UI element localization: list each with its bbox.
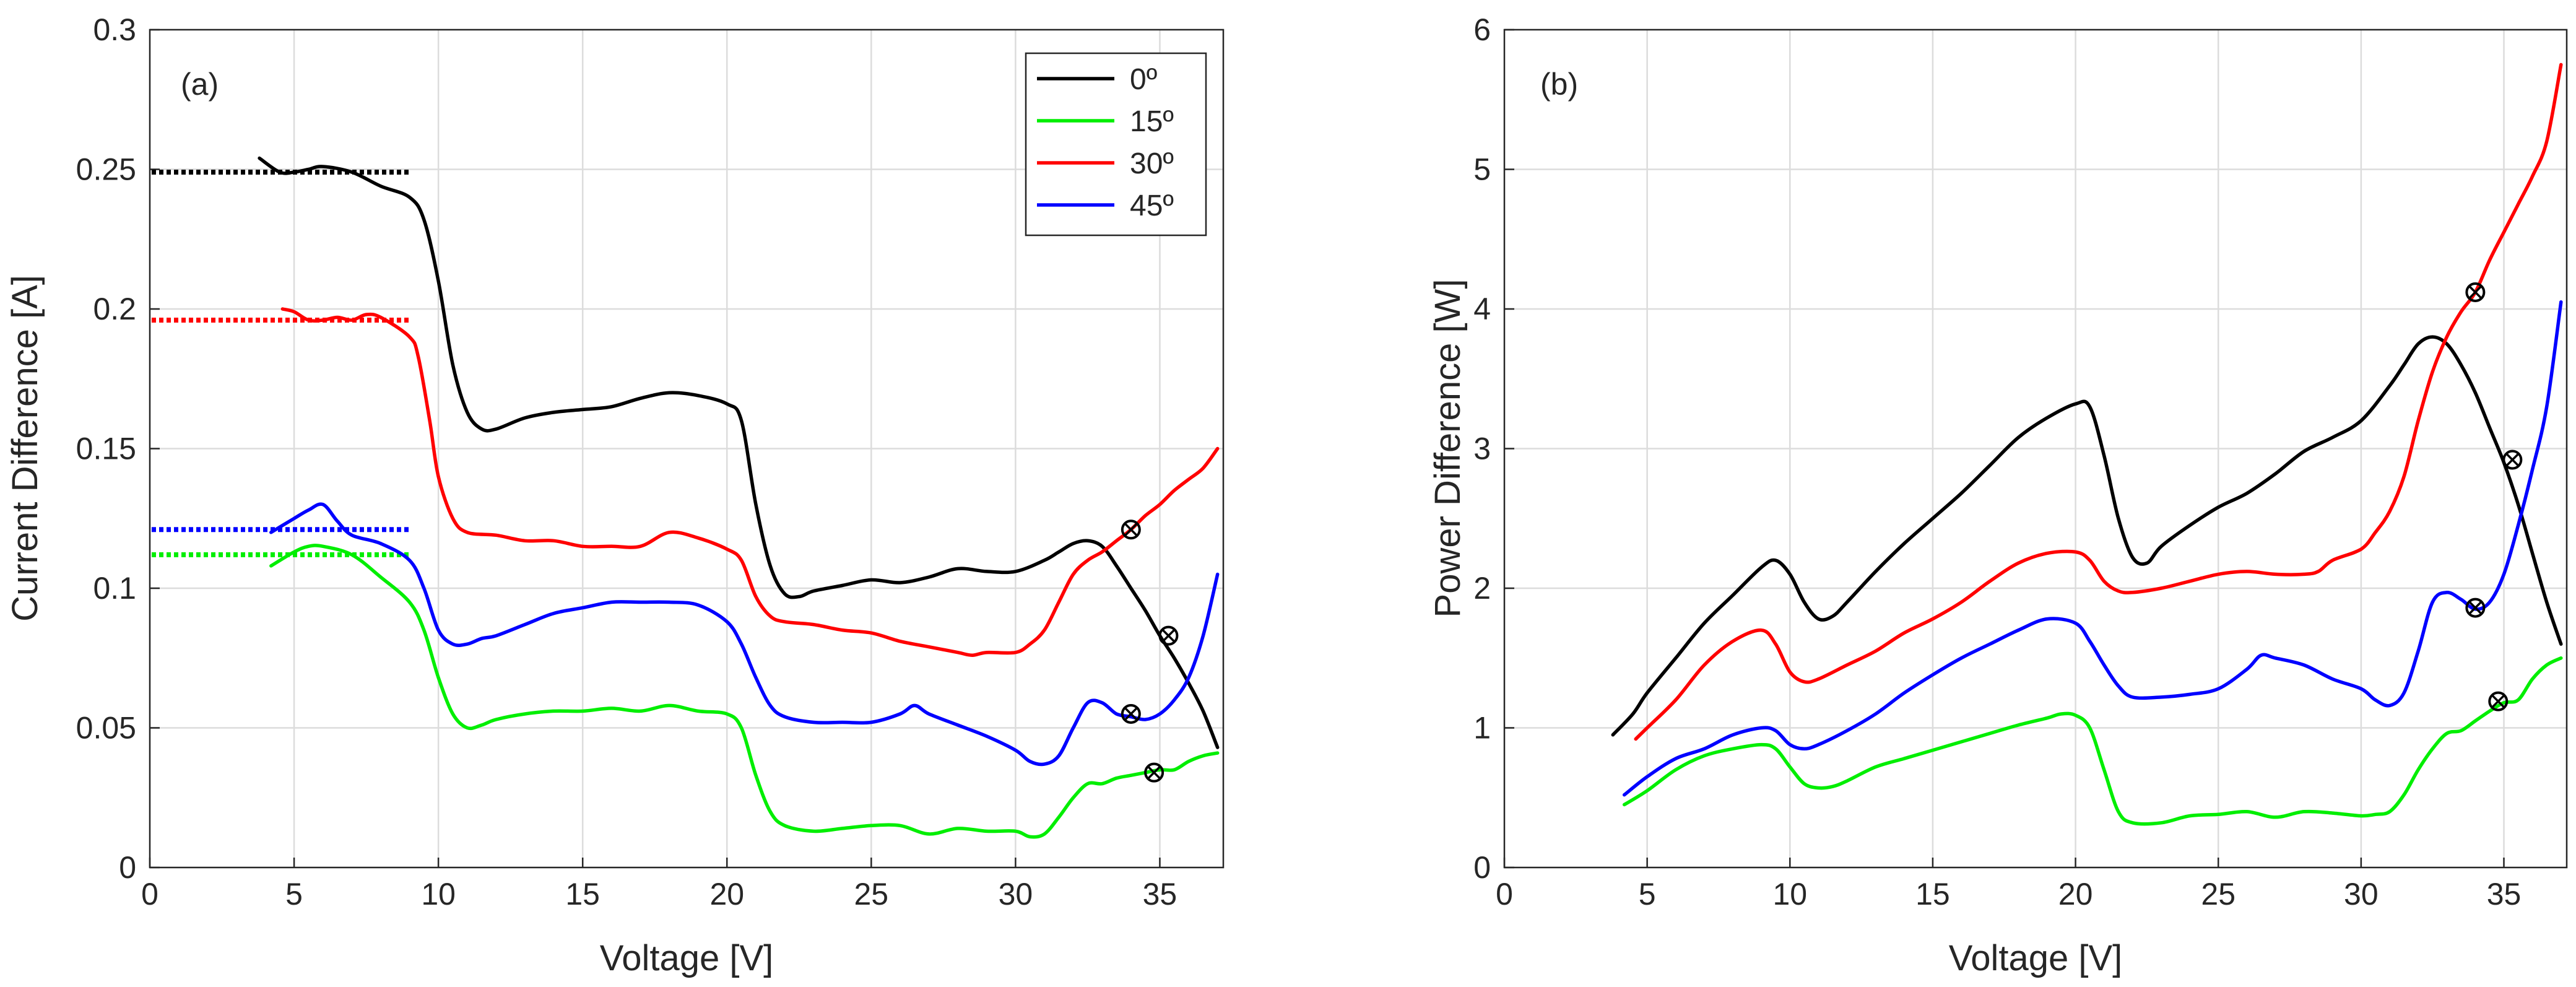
panel-b-marker-0: [2465, 282, 2486, 302]
panel-a-ytick-label-2: 0.1: [93, 571, 136, 606]
panel-a-markers: [1121, 520, 1179, 783]
legend-label-2: 30º: [1130, 147, 1174, 180]
panel-b-series-3: [1622, 300, 2563, 797]
panel-b-ytick-label-1: 1: [1473, 711, 1491, 746]
legend: 0º 15º 30º 45º: [1025, 52, 1207, 237]
panel-b-marker-cross-b-3: [2491, 694, 2505, 708]
panel-b-y-axis-label: Power Difference [W]: [1428, 279, 1468, 618]
panel-a-marker-cross-b-2: [1124, 707, 1138, 721]
panel-b-xtick-label-5: 25: [2201, 877, 2236, 911]
panel-a-current-difference: 0 5 10 15 20 25 30 35 0 0.05 0.1 0.15 0.2 0.25 0.3 (a)…: [5, 12, 1225, 978]
panel-b-ytick-label-6: 6: [1473, 12, 1491, 47]
panel-b-ytick-label-4: 4: [1473, 292, 1491, 326]
panel-a-series-0: [258, 156, 1220, 749]
panel-a-label: (a): [181, 67, 219, 102]
panel-a-ytick-label-5: 0.25: [76, 152, 136, 187]
panel-a-xtick-label-3: 15: [565, 877, 600, 911]
panel-b-marker-circle-2: [2465, 598, 2486, 618]
panel-b-xtick-label-3: 15: [1915, 877, 1950, 911]
panel-a-marker-2: [1121, 703, 1141, 724]
panel-a-series-3: [269, 502, 1220, 767]
panel-a-marker-circle-0: [1121, 520, 1141, 540]
panel-b-power-difference: 0 5 10 15 20 25 30 35 0 1 2 3 4 5 6 (b) Voltage [V] Po…: [1428, 12, 2568, 978]
panel-a-xtick-label-5: 25: [854, 877, 889, 911]
panel-a-marker-cross-b-1: [1161, 628, 1176, 643]
panel-b-xtick-label-6: 30: [2344, 877, 2379, 911]
panel-b-markers: [2465, 282, 2523, 711]
panel-b-xtick-label-2: 10: [1772, 877, 1807, 911]
panel-a-ytick-label-0: 0: [119, 850, 136, 885]
panel-a-series-1: [269, 544, 1220, 839]
panel-b-ticks: 0 5 10 15 20 25 30 35 0 1 2 3 4 5 6: [1473, 12, 2521, 911]
panel-b-marker-3: [2488, 691, 2509, 711]
panel-b-marker-circle-1: [2502, 450, 2523, 470]
panel-b-marker-1: [2502, 450, 2523, 470]
panel-a-marker-cross-b-3: [1147, 765, 1161, 780]
panel-b-xtick-label-1: 5: [1639, 877, 1656, 911]
panel-a-grid: [150, 30, 1223, 867]
panel-b-ytick-label-2: 2: [1473, 571, 1491, 606]
panel-b-xtick-label-0: 0: [1496, 877, 1513, 911]
panel-b-ytick-label-3: 3: [1473, 432, 1491, 466]
panel-b-xtick-label-4: 20: [2058, 877, 2093, 911]
panel-b-ytick-label-0: 0: [1473, 850, 1491, 885]
panel-a-series-2: [280, 307, 1220, 657]
panel-a-ytick-label-3: 0.15: [76, 432, 136, 466]
panel-a-marker-3: [1144, 762, 1164, 783]
panel-b-x-axis-label: Voltage [V]: [1949, 938, 2123, 978]
panel-a-xtick-label-0: 0: [141, 877, 158, 911]
panel-a-marker-circle-3: [1144, 762, 1164, 783]
panel-a-xtick-label-4: 20: [709, 877, 744, 911]
panel-a-x-axis-label: Voltage [V]: [600, 938, 774, 978]
panel-a-series: [258, 156, 1220, 839]
panel-b-grid: [1504, 30, 2567, 867]
panel-b-marker-circle-0: [2465, 282, 2486, 302]
legend-label-3: 45º: [1130, 189, 1174, 222]
panel-a-xtick-label-2: 10: [421, 877, 456, 911]
panel-a-xtick-label-6: 30: [999, 877, 1033, 911]
panel-a-reference-lines: [152, 170, 410, 557]
legend-box: [1025, 52, 1207, 237]
panel-b-marker-cross-b-1: [2505, 453, 2520, 467]
panel-b-marker-cross-b-2: [2468, 601, 2483, 615]
panel-a-ticks: 0 5 10 15 20 25 30 35 0 0.05 0.1 0.15 0.2 0.25 0.3: [76, 12, 1177, 911]
panel-a-ytick-label-1: 0.05: [76, 711, 136, 746]
legend-label-1: 15º: [1130, 105, 1174, 138]
legend-label-0: 0º: [1130, 63, 1157, 96]
panel-a-xtick-label-1: 5: [285, 877, 303, 911]
panel-b-marker-cross-b-0: [2468, 285, 2483, 300]
panel-a-y-axis-label: Current Difference [A]: [5, 275, 45, 622]
panel-b-series-2: [1634, 63, 2563, 741]
panel-a-ytick-label-6: 0.3: [93, 12, 136, 47]
panel-a-xtick-label-7: 35: [1143, 877, 1177, 911]
panel-a-marker-circle-1: [1158, 625, 1179, 646]
panel-a-ytick-label-4: 0.2: [93, 292, 136, 326]
panel-b-label: (b): [1540, 67, 1578, 102]
panel-b-marker-circle-3: [2488, 691, 2509, 711]
panel-b-ytick-label-5: 5: [1473, 152, 1491, 187]
panel-a-marker-circle-2: [1121, 703, 1141, 724]
panel-b-xtick-label-7: 35: [2487, 877, 2522, 911]
panel-b-marker-2: [2465, 598, 2486, 618]
panel-a-marker-1: [1158, 625, 1179, 646]
panel-a-marker-cross-b-0: [1124, 522, 1138, 537]
panel-b-series: [1611, 63, 2563, 826]
panel-b-series-0: [1611, 335, 2563, 737]
panel-b-series-1: [1622, 656, 2563, 826]
panel-a-marker-0: [1121, 520, 1141, 540]
